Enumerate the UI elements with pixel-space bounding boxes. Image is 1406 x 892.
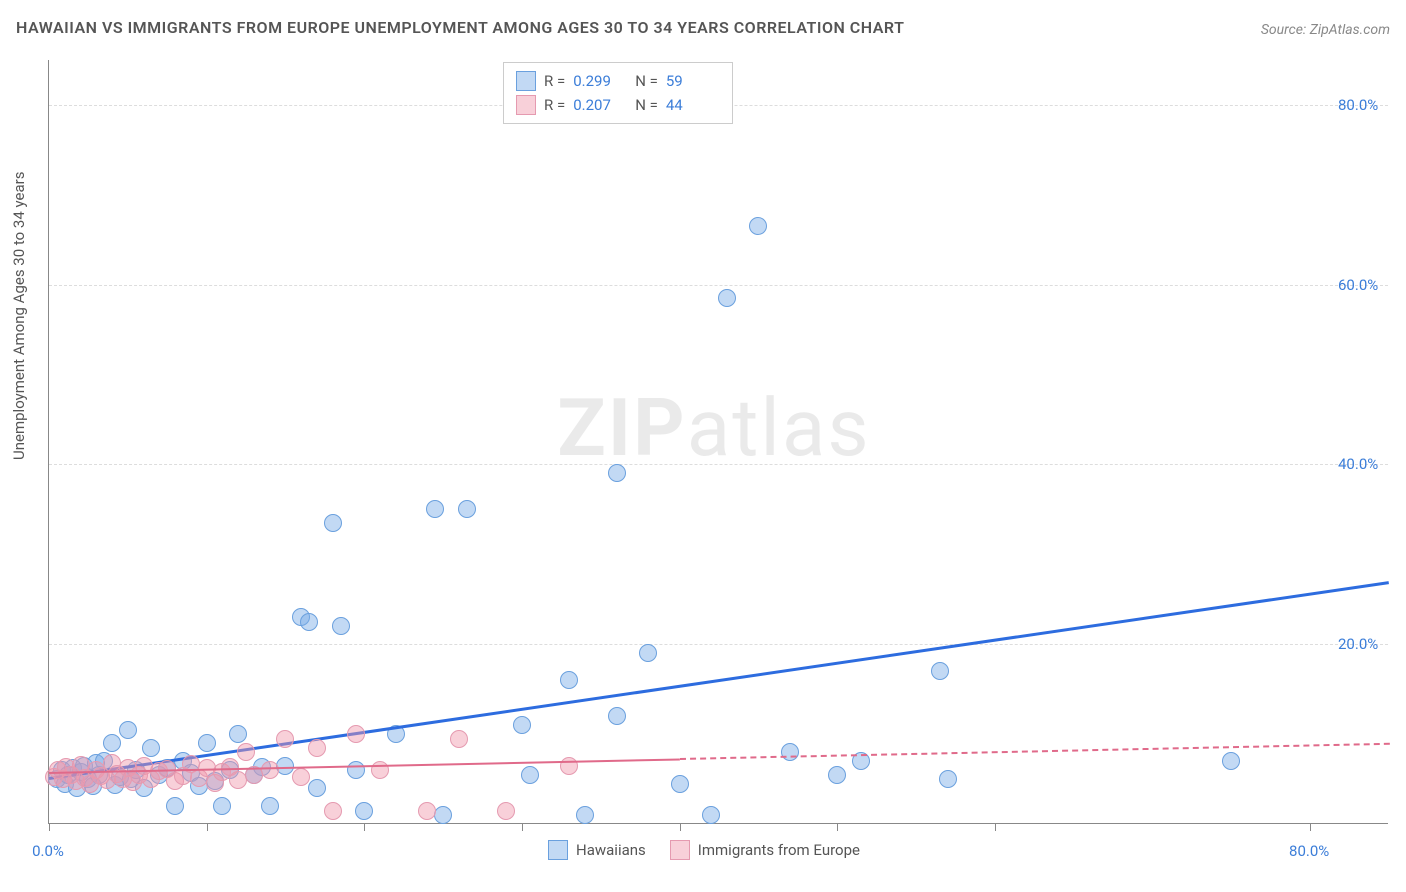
data-point (671, 775, 689, 793)
n-value: 44 (666, 96, 720, 114)
r-value: 0.299 (573, 72, 627, 90)
gridline (49, 285, 1388, 286)
data-point (560, 757, 578, 775)
data-point (229, 725, 247, 743)
data-point (261, 797, 279, 815)
data-point (119, 721, 137, 739)
y-tick-label: 80.0% (1338, 96, 1378, 114)
data-point (355, 802, 373, 820)
n-label: N = (635, 96, 658, 114)
stats-row: R = 0.207 N = 44 (516, 93, 720, 117)
data-point (939, 770, 957, 788)
data-point (166, 797, 184, 815)
scatter-plot-area (48, 60, 1388, 824)
x-tick (207, 823, 208, 831)
source-attribution: Source: ZipAtlas.com (1261, 22, 1390, 38)
data-point (347, 725, 365, 743)
data-point (261, 761, 279, 779)
data-point (521, 766, 539, 784)
data-point (300, 613, 318, 631)
data-point (347, 761, 365, 779)
legend-item: Immigrants from Europe (670, 840, 860, 860)
x-tick (995, 823, 996, 831)
data-point (639, 644, 657, 662)
y-tick-label: 60.0% (1338, 276, 1378, 294)
data-point (781, 743, 799, 761)
data-point (608, 464, 626, 482)
series-swatch (516, 71, 536, 91)
r-label: R = (544, 96, 565, 114)
data-point (142, 739, 160, 757)
legend-label: Hawaiians (576, 841, 646, 859)
x-tick (522, 823, 523, 831)
series-swatch (516, 95, 536, 115)
series-legend: Hawaiians Immigrants from Europe (548, 840, 860, 860)
stats-row: R = 0.299 N = 59 (516, 69, 720, 93)
data-point (213, 797, 231, 815)
y-tick-label: 20.0% (1338, 635, 1378, 653)
data-point (458, 500, 476, 518)
r-label: R = (544, 72, 565, 90)
data-point (931, 662, 949, 680)
data-point (749, 217, 767, 235)
data-point (702, 806, 720, 824)
data-point (103, 734, 121, 752)
legend-item: Hawaiians (548, 840, 646, 860)
legend-swatch (548, 840, 568, 860)
x-tick (680, 823, 681, 831)
data-point (426, 500, 444, 518)
data-point (434, 806, 452, 824)
chart-title: HAWAIIAN VS IMMIGRANTS FROM EUROPE UNEMP… (16, 18, 904, 37)
data-point (276, 730, 294, 748)
x-tick-label: 0.0% (32, 842, 64, 860)
data-point (450, 730, 468, 748)
data-point (718, 289, 736, 307)
data-point (513, 716, 531, 734)
data-point (560, 671, 578, 689)
data-point (198, 734, 216, 752)
gridline (49, 464, 1388, 465)
y-axis-label: Unemployment Among Ages 30 to 34 years (10, 172, 28, 460)
data-point (576, 806, 594, 824)
r-value: 0.207 (573, 96, 627, 114)
legend-label: Immigrants from Europe (698, 841, 860, 859)
x-tick (837, 823, 838, 831)
x-tick (1310, 823, 1311, 831)
x-tick (49, 823, 50, 831)
data-point (292, 768, 310, 786)
n-label: N = (635, 72, 658, 90)
legend-swatch (670, 840, 690, 860)
x-tick (364, 823, 365, 831)
data-point (308, 739, 326, 757)
data-point (332, 617, 350, 635)
n-value: 59 (666, 72, 720, 90)
gridline (49, 644, 1388, 645)
data-point (497, 802, 515, 820)
data-point (828, 766, 846, 784)
x-tick-label: 80.0% (1289, 842, 1329, 860)
correlation-stats-box: R = 0.299 N = 59 R = 0.207 N = 44 (503, 62, 733, 124)
data-point (237, 743, 255, 761)
data-point (324, 514, 342, 532)
data-point (1222, 752, 1240, 770)
y-tick-label: 40.0% (1338, 455, 1378, 473)
data-point (324, 802, 342, 820)
data-point (308, 779, 326, 797)
data-point (418, 802, 436, 820)
data-point (608, 707, 626, 725)
